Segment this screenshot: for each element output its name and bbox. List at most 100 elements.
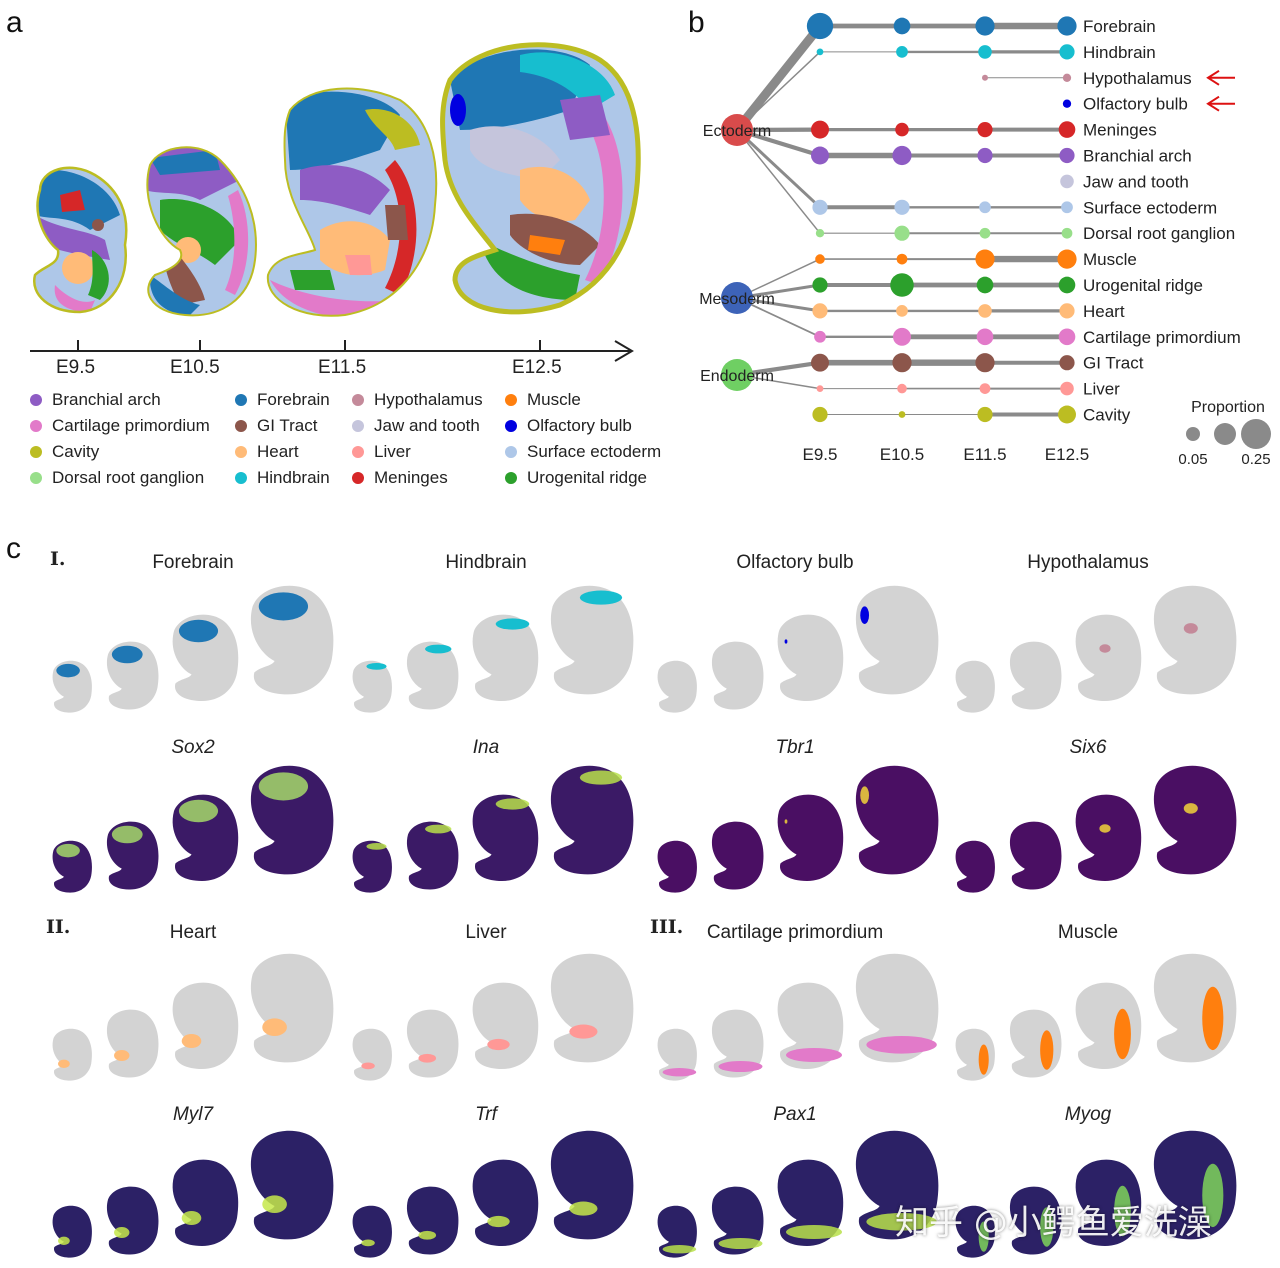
highlight-region [495, 798, 530, 810]
data-bubble [893, 327, 911, 346]
embryo-section [1009, 821, 1062, 890]
data-bubble [975, 249, 995, 269]
embryo-section [955, 660, 995, 713]
highlight-region [860, 606, 870, 624]
highlight-region [258, 592, 309, 621]
data-bubble [977, 406, 993, 423]
group-title: Hypothalamus [1027, 552, 1149, 573]
annotation-map [657, 585, 939, 713]
series-label: Forebrain [1083, 17, 1156, 36]
embryo-section [657, 840, 697, 893]
data-bubble [1061, 201, 1073, 214]
group-title: Heart [169, 922, 217, 943]
legend-label: Hypothalamus [374, 390, 483, 409]
series-row: Cavity [812, 406, 1131, 425]
highlight-region [866, 1036, 937, 1054]
legend-item: Cartilage primordium [30, 416, 210, 436]
x-tick-label: E11.5 [963, 445, 1006, 464]
legend-item: Olfactory bulb [505, 416, 632, 436]
legend-label: Meninges [374, 468, 448, 487]
legend-label: Branchial arch [52, 390, 161, 409]
series-row: Jaw and tooth [1060, 172, 1189, 191]
legend-swatch [352, 446, 364, 458]
embryo-section [406, 821, 459, 890]
series-label: Cavity [1083, 406, 1131, 425]
legend-item: Liver [352, 442, 411, 462]
gene-title: Myl7 [172, 1104, 214, 1125]
data-bubble [894, 199, 910, 215]
legend-label: Forebrain [257, 390, 330, 409]
series-row: Urogenital ridge [812, 273, 1203, 297]
highlight-region [860, 786, 870, 804]
legend-item: Cavity [30, 442, 99, 462]
legend-label: Surface ectoderm [527, 442, 662, 461]
highlight-region [361, 1239, 375, 1247]
embryo-atlas [30, 42, 641, 362]
embryo-section [657, 1028, 697, 1081]
embryo-section [711, 641, 764, 710]
embryo-section [1075, 614, 1142, 701]
data-bubble [1058, 328, 1076, 346]
x-tick-label: E9.5 [803, 445, 838, 464]
legend-label: Dorsal root ganglion [52, 468, 205, 487]
germ-layer-node [721, 114, 753, 146]
section-label-iii: III. [650, 916, 684, 938]
legend-swatch [505, 420, 517, 432]
series-label: Muscle [1083, 250, 1137, 269]
highlight-region [262, 1195, 287, 1213]
highlight-region [786, 1048, 842, 1062]
highlight-region [1040, 1030, 1054, 1070]
highlight-region [111, 825, 143, 844]
embryo-section [406, 1186, 459, 1255]
embryo-section [172, 1159, 239, 1246]
data-bubble [811, 353, 829, 372]
embryo-section [250, 953, 334, 1063]
series-row: Liver [816, 380, 1120, 399]
data-bubble [1062, 99, 1072, 108]
data-bubble [815, 254, 825, 264]
germ-layer-label: Ectoderm [703, 123, 771, 140]
annotation-map [52, 953, 334, 1081]
group-title: Forebrain [152, 552, 234, 573]
stage-label: E11.5 [318, 357, 367, 378]
data-bubble [1061, 227, 1073, 239]
legend-item: Hypothalamus [352, 390, 483, 410]
series-label: Olfactory bulb [1083, 95, 1188, 114]
highlight-region [181, 1034, 202, 1048]
spatial-map-grid [52, 585, 1237, 1258]
size-legend-title: Proportion [1191, 399, 1265, 416]
highlight-region [262, 1018, 287, 1036]
embryo-section [955, 1028, 995, 1081]
data-bubble [979, 383, 991, 394]
highlight-region [487, 1038, 510, 1051]
embryo-section [711, 1009, 764, 1078]
embryo-section [106, 1009, 159, 1078]
highlight-region [866, 1213, 937, 1231]
data-bubble [898, 411, 906, 418]
highlight-region [366, 843, 387, 850]
data-bubble [978, 304, 992, 318]
legend-item: Branchial arch [30, 390, 161, 410]
legend-item: GI Tract [235, 416, 317, 436]
highlight-region [978, 1044, 989, 1075]
legend-swatch [505, 394, 517, 406]
germ-layer-label: Endoderm [700, 368, 774, 385]
highlight-region [181, 1211, 202, 1225]
expression-map [657, 1130, 939, 1258]
annotation-map [52, 585, 334, 713]
annotation-map [352, 953, 634, 1081]
data-bubble [1059, 303, 1075, 319]
embryo-section [855, 585, 939, 695]
legend-swatch [505, 446, 517, 458]
embryo-section [250, 1130, 334, 1240]
section-label-i: I. [50, 548, 66, 570]
data-bubble [896, 305, 908, 317]
legend-swatch [505, 472, 517, 484]
data-bubble [976, 276, 994, 294]
series-row: GI Tract [811, 353, 1144, 373]
embryo-section [472, 1159, 539, 1246]
embryo-section [711, 1186, 764, 1255]
embryo-section [777, 794, 844, 881]
legend-label: Cavity [52, 442, 100, 461]
legend-item: Dorsal root ganglion [30, 468, 204, 488]
